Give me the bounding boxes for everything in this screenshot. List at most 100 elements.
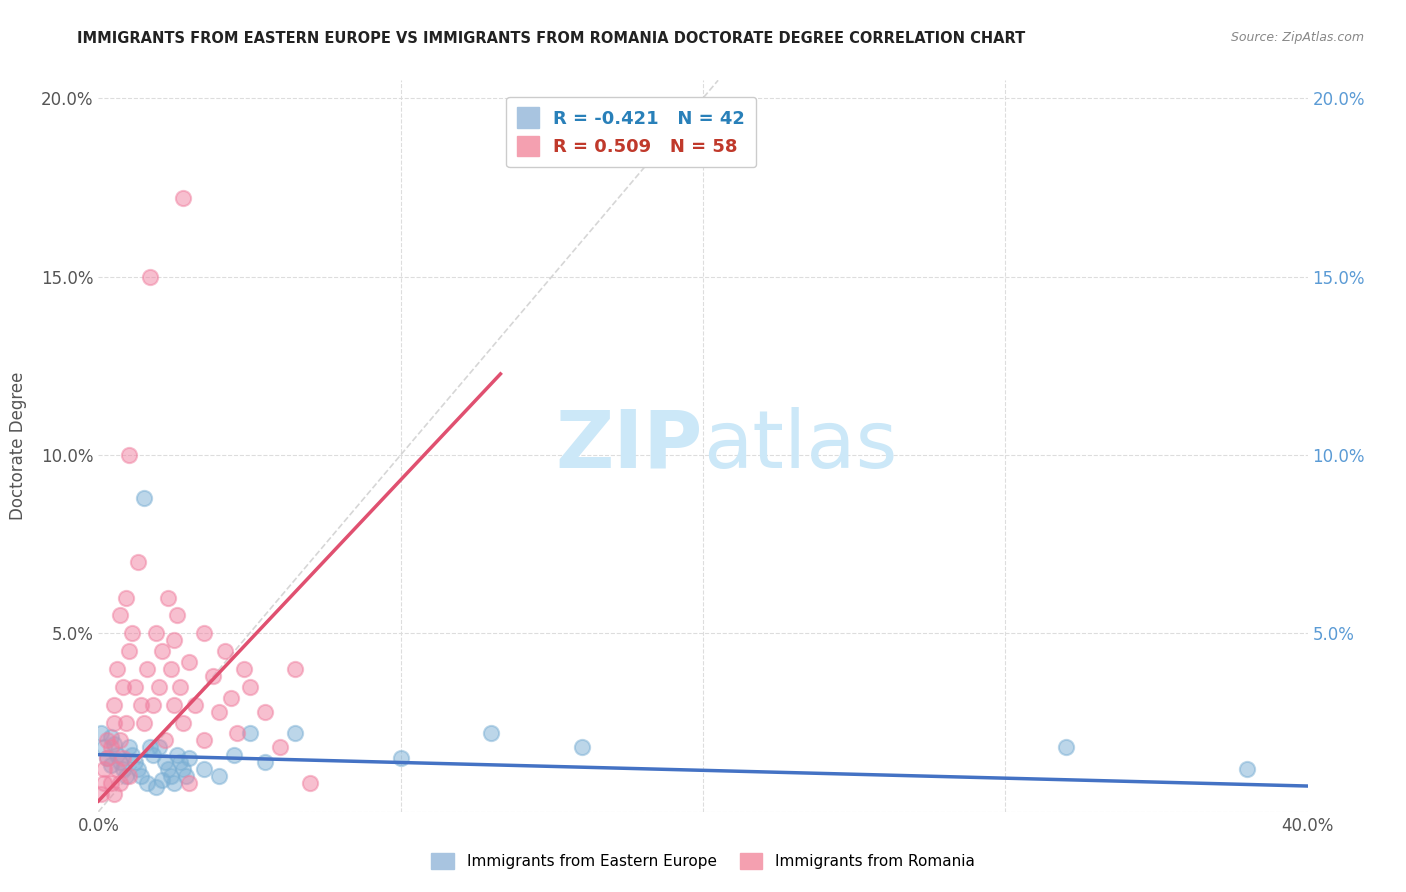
Point [156,591,179,605]
Point [389,751,412,765]
Legend: R = -0.421   N = 42, R = 0.509   N = 58: R = -0.421 N = 42, R = 0.509 N = 58 [506,96,756,167]
Point [239,680,262,694]
Point [172,762,194,776]
Text: ZIP: ZIP [555,407,703,485]
Point [108,608,131,623]
Point [114,591,136,605]
Point [239,726,262,740]
Point [172,191,194,205]
Point [226,726,249,740]
Point [142,698,165,712]
Point [166,747,188,762]
Point [221,690,243,705]
Point [139,740,162,755]
Point [179,751,201,765]
Point [163,698,186,712]
Point [163,633,186,648]
Point [105,747,128,762]
Point [90,787,112,801]
Point [100,740,122,755]
Point [96,751,118,765]
Point [202,669,225,683]
Point [1236,762,1258,776]
Point [111,680,134,694]
Point [148,680,170,694]
Point [96,733,118,747]
Point [169,680,191,694]
Point [100,730,122,744]
Point [111,762,134,776]
Point [481,726,503,740]
Point [93,762,115,776]
Point [118,448,141,462]
Text: atlas: atlas [703,407,897,485]
Point [174,769,197,783]
Point [135,776,157,790]
Point [148,740,170,755]
Point [93,776,115,790]
Point [299,776,322,790]
Point [571,740,593,755]
Point [214,644,236,658]
Point [124,755,146,769]
Point [103,715,125,730]
Point [103,737,125,751]
Point [156,762,179,776]
Point [108,755,131,769]
Point [139,269,162,284]
Point [253,755,276,769]
Point [153,755,176,769]
Point [193,733,215,747]
Point [121,626,143,640]
Point [163,776,186,790]
Point [153,733,176,747]
Y-axis label: Doctorate Degree: Doctorate Degree [10,372,27,520]
Point [93,740,115,755]
Point [118,644,141,658]
Point [124,680,146,694]
Point [127,762,149,776]
Point [108,733,131,747]
Point [1054,740,1077,755]
Legend: Immigrants from Eastern Europe, Immigrants from Romania: Immigrants from Eastern Europe, Immigran… [426,847,980,875]
Point [284,662,307,676]
Text: Source: ZipAtlas.com: Source: ZipAtlas.com [1230,31,1364,45]
Point [172,715,194,730]
Point [208,769,231,783]
Point [232,662,254,676]
Point [114,769,136,783]
Point [100,776,122,790]
Point [169,755,191,769]
Point [103,698,125,712]
Point [193,626,215,640]
Point [105,762,128,776]
Point [100,758,122,772]
Point [193,762,215,776]
Point [142,747,165,762]
Point [111,751,134,765]
Point [145,780,167,794]
Point [150,772,173,787]
Point [108,776,131,790]
Point [121,747,143,762]
Point [145,626,167,640]
Point [132,491,155,505]
Point [224,747,246,762]
Point [184,698,207,712]
Point [284,726,307,740]
Point [127,555,149,569]
Point [179,655,201,669]
Point [160,662,183,676]
Point [253,705,276,719]
Point [132,715,155,730]
Point [269,740,291,755]
Point [129,769,152,783]
Point [114,715,136,730]
Point [96,751,118,765]
Point [118,740,141,755]
Point [129,698,152,712]
Point [105,662,128,676]
Point [150,644,173,658]
Point [90,726,112,740]
Point [160,769,183,783]
